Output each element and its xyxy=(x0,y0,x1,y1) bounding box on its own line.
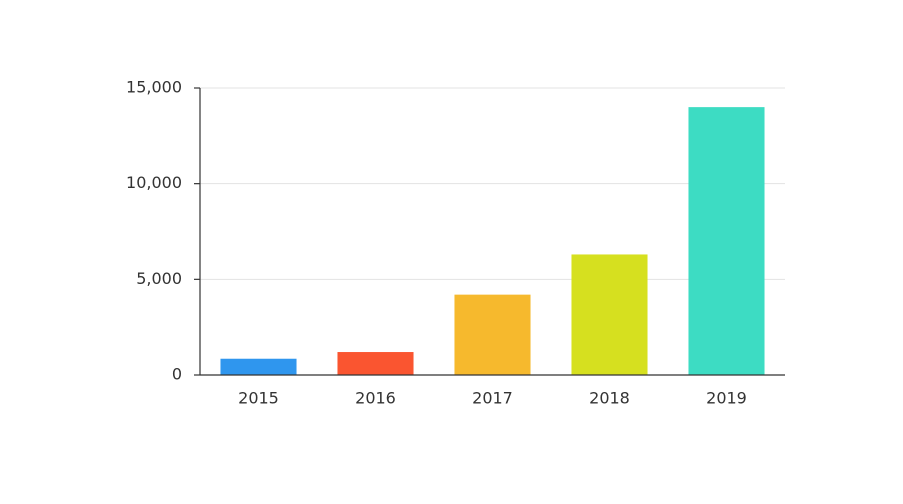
x-tick-label: 2015 xyxy=(238,389,279,408)
y-tick-label: 10,000 xyxy=(126,173,182,192)
x-tick-label: 2017 xyxy=(472,389,513,408)
x-tick-label: 2019 xyxy=(706,389,747,408)
bar xyxy=(454,294,531,375)
x-tick-label: 2018 xyxy=(589,389,630,408)
y-tick-label: 0 xyxy=(172,365,182,384)
bar xyxy=(220,358,297,375)
x-tick-label: 2016 xyxy=(355,389,396,408)
bar xyxy=(571,254,648,375)
bar xyxy=(337,352,414,375)
y-tick-label: 15,000 xyxy=(126,78,182,97)
y-tick-label: 5,000 xyxy=(136,269,182,288)
bar xyxy=(688,107,765,375)
